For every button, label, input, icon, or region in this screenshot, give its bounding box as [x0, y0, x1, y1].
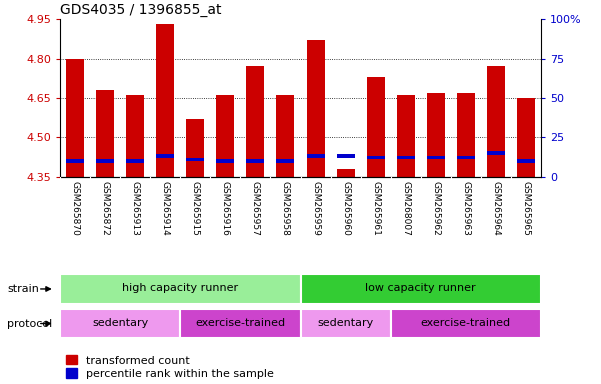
Bar — [66, 59, 84, 177]
Bar — [487, 151, 505, 155]
Bar — [300, 274, 541, 304]
Bar — [60, 309, 180, 338]
Bar — [367, 156, 385, 159]
Text: GSM268007: GSM268007 — [401, 181, 410, 236]
Text: GSM265959: GSM265959 — [311, 181, 320, 236]
Text: exercise-trained: exercise-trained — [421, 318, 511, 328]
Bar — [337, 154, 355, 158]
Text: GSM265961: GSM265961 — [371, 181, 380, 236]
Bar — [216, 159, 234, 162]
Bar — [517, 98, 535, 177]
Bar — [397, 95, 415, 177]
Bar — [156, 154, 174, 158]
Bar — [96, 90, 114, 177]
Text: GSM265914: GSM265914 — [161, 181, 169, 236]
Bar — [126, 159, 144, 162]
Text: GSM265957: GSM265957 — [251, 181, 260, 236]
Legend: transformed count, percentile rank within the sample: transformed count, percentile rank withi… — [66, 355, 273, 379]
Bar — [457, 93, 475, 177]
Text: protocol: protocol — [7, 318, 52, 329]
Text: high capacity runner: high capacity runner — [122, 283, 239, 293]
Bar — [276, 159, 294, 162]
Text: GSM265965: GSM265965 — [522, 181, 530, 236]
Text: GSM265960: GSM265960 — [341, 181, 350, 236]
Bar — [427, 93, 445, 177]
Text: GSM265870: GSM265870 — [71, 181, 79, 236]
Bar — [246, 66, 264, 177]
Bar — [300, 309, 391, 338]
Text: exercise-trained: exercise-trained — [195, 318, 285, 328]
Text: GSM265958: GSM265958 — [281, 181, 290, 236]
Text: GSM265916: GSM265916 — [221, 181, 230, 236]
Bar — [66, 159, 84, 162]
Bar — [186, 157, 204, 161]
Bar — [246, 159, 264, 162]
Text: GSM265915: GSM265915 — [191, 181, 200, 236]
Bar — [276, 95, 294, 177]
Bar — [307, 154, 325, 158]
Text: GSM265962: GSM265962 — [432, 181, 440, 236]
Bar — [126, 95, 144, 177]
Text: strain: strain — [7, 284, 39, 294]
Bar — [367, 77, 385, 177]
Bar — [216, 95, 234, 177]
Bar — [427, 156, 445, 159]
Bar — [96, 159, 114, 162]
Bar — [391, 309, 541, 338]
Bar — [457, 156, 475, 159]
Text: low capacity runner: low capacity runner — [365, 283, 476, 293]
Text: GSM265913: GSM265913 — [131, 181, 139, 236]
Bar — [487, 66, 505, 177]
Text: GSM265964: GSM265964 — [492, 181, 500, 236]
Bar — [307, 40, 325, 177]
Text: GSM265872: GSM265872 — [101, 181, 109, 236]
Bar — [397, 156, 415, 159]
Bar — [337, 169, 355, 177]
Bar — [156, 25, 174, 177]
Text: GDS4035 / 1396855_at: GDS4035 / 1396855_at — [60, 3, 222, 17]
Bar — [60, 274, 300, 304]
Bar — [180, 309, 300, 338]
Text: GSM265963: GSM265963 — [462, 181, 470, 236]
Bar — [517, 159, 535, 162]
Text: sedentary: sedentary — [92, 318, 148, 328]
Text: sedentary: sedentary — [317, 318, 374, 328]
Bar — [186, 119, 204, 177]
